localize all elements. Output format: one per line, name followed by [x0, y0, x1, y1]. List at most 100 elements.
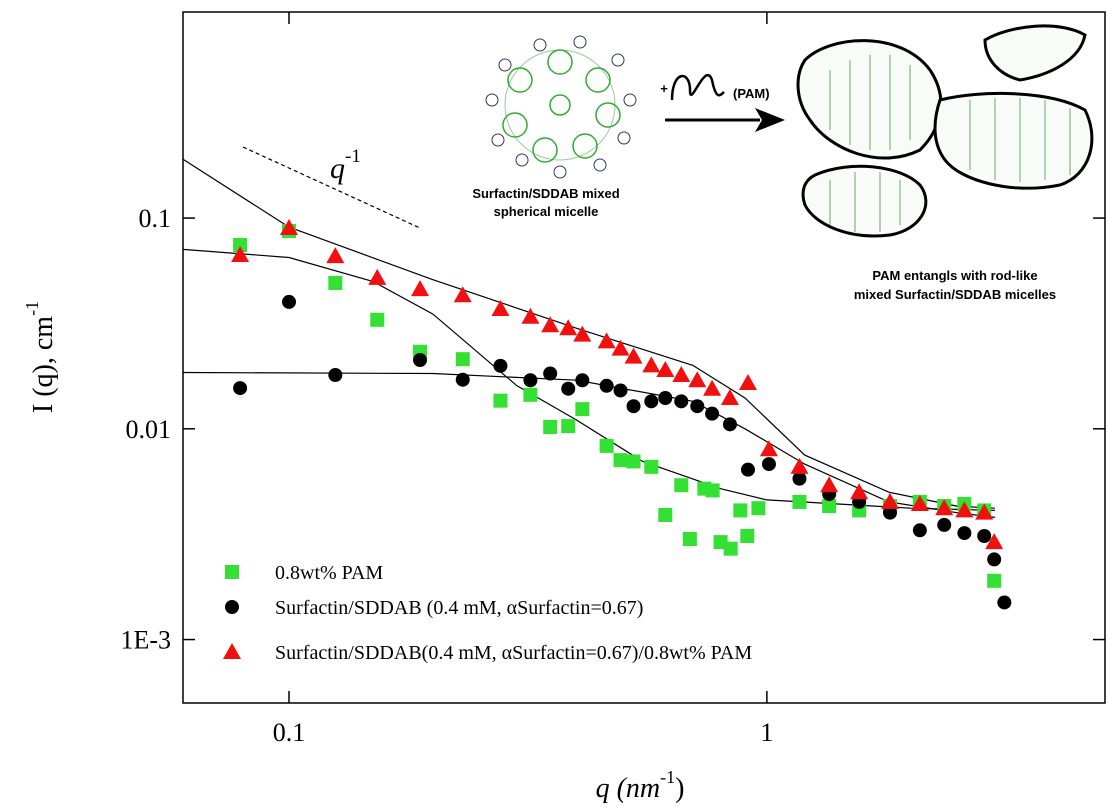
rod-lines: [829, 55, 1071, 232]
point: [491, 300, 510, 317]
x-tick-label: 0.1: [273, 718, 306, 747]
point: [688, 371, 707, 388]
point: [937, 517, 952, 532]
point: [987, 573, 1002, 588]
slope-text: q: [330, 152, 345, 185]
slope-label: q-1: [330, 146, 361, 185]
micelle: [504, 49, 616, 161]
point: [720, 389, 739, 406]
point: [575, 373, 590, 388]
legend-entry: Surfactin/SDDAB(0.4 mM, αSurfactin=0.67)…: [275, 642, 752, 664]
point: [733, 503, 748, 518]
point: [820, 476, 839, 493]
point: [493, 393, 508, 408]
slope-guide: [242, 146, 421, 229]
point: [881, 492, 900, 509]
plus-sign: +: [660, 81, 668, 96]
point: [453, 286, 472, 303]
point: [561, 419, 576, 434]
point: [723, 541, 738, 556]
point: [644, 459, 659, 474]
point: [370, 312, 385, 327]
point: [957, 526, 972, 541]
point: [642, 356, 661, 373]
point: [328, 368, 343, 383]
point: [658, 391, 673, 406]
y-label-exponent: -1: [22, 301, 42, 316]
point: [674, 394, 689, 409]
point: [740, 529, 755, 544]
legend-label: Surfactin/SDDAB(0.4 mM, αSurfactin=0.67)…: [275, 642, 752, 664]
y-tick-label: 0.1: [139, 204, 172, 233]
point: [722, 417, 737, 432]
point: [543, 366, 558, 381]
legend-entry: 0.8wt% PAM: [275, 562, 383, 584]
point: [613, 453, 628, 468]
point: [613, 383, 628, 398]
x-label-exponent: -1: [660, 767, 675, 787]
legend-label: 0.8wt% PAM: [275, 562, 383, 584]
rod-micelle: [796, 39, 943, 160]
point: [233, 237, 248, 252]
x-label-end: ): [675, 773, 684, 804]
point: [561, 381, 576, 396]
y-axis-label: I (q), cm-1: [22, 301, 59, 413]
fit-line: [182, 371, 995, 518]
point: [559, 319, 578, 336]
point: [740, 462, 755, 477]
point: [523, 387, 538, 402]
point: [233, 381, 248, 396]
point: [626, 454, 641, 469]
legend-label: Surfactin/SDDAB (0.4 mM, αSurfactin=0.67…: [275, 597, 643, 619]
arrow-head: [755, 108, 785, 132]
x-axis-label: q (nm-1): [596, 767, 685, 804]
legend-marker: [225, 600, 239, 614]
point: [624, 347, 643, 364]
point: [656, 361, 675, 378]
legend-marker: [223, 643, 241, 659]
point: [328, 275, 343, 290]
point: [411, 280, 430, 297]
point: [280, 219, 299, 236]
point: [326, 247, 345, 264]
point: [955, 501, 974, 518]
point: [413, 353, 428, 368]
point: [541, 316, 560, 333]
point: [674, 478, 689, 493]
point: [599, 438, 614, 453]
rod-micelle: [933, 91, 1094, 190]
rod-micelle: [801, 164, 928, 238]
point: [985, 533, 1004, 550]
point: [751, 501, 766, 516]
point: [575, 402, 590, 417]
polymer-label: (PAM): [733, 86, 770, 101]
point: [231, 245, 250, 262]
point: [682, 532, 697, 547]
illustration-caption: spherical micelle: [494, 204, 599, 219]
y-label-main: I (q), cm: [28, 316, 59, 413]
point: [987, 552, 1002, 567]
point: [626, 399, 641, 414]
rod-micelle: [983, 24, 1087, 82]
point: [997, 595, 1012, 610]
x-tick-label: 1: [760, 718, 773, 747]
point: [597, 332, 616, 349]
point: [368, 268, 387, 285]
illustration-caption: PAM entangls with rod-like: [872, 268, 1037, 283]
fit-line: [182, 248, 995, 511]
point: [705, 483, 720, 498]
point: [761, 457, 776, 472]
point: [822, 499, 837, 514]
point: [690, 399, 705, 414]
point: [703, 379, 722, 396]
point: [975, 503, 994, 520]
y-tick-label: 1E-3: [120, 626, 171, 655]
point: [935, 499, 954, 516]
point: [658, 507, 673, 522]
legend-entry: Surfactin/SDDAB (0.4 mM, αSurfactin=0.67…: [275, 597, 643, 619]
illustration: Surfactin/SDDAB mixed spherical micelle …: [472, 24, 1094, 302]
point: [792, 494, 807, 509]
point: [282, 294, 297, 309]
polymer-icon: [670, 74, 725, 101]
